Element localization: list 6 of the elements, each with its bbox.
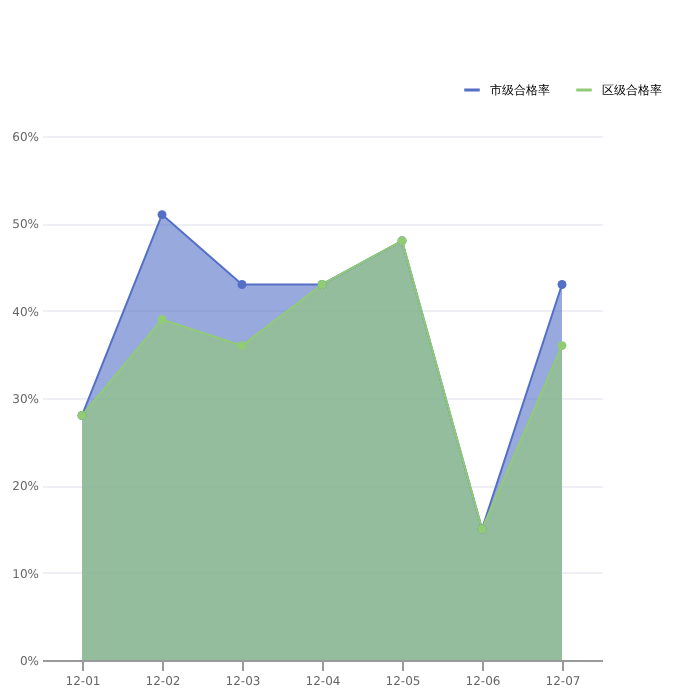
point [237, 280, 247, 289]
point [157, 210, 167, 220]
point [557, 280, 567, 289]
point [157, 314, 167, 324]
point [237, 341, 247, 351]
point [557, 341, 567, 351]
